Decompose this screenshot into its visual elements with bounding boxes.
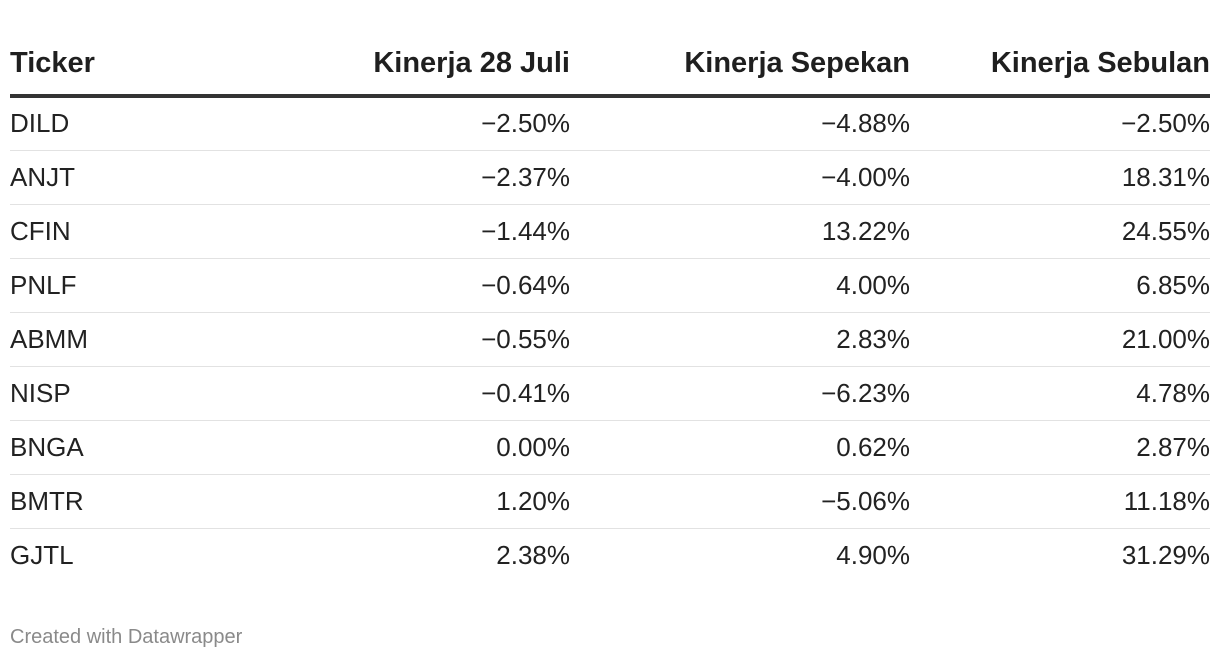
table-body: DILD −2.50% −4.88% −2.50% ANJT −2.37% −4.00% 18…	[10, 96, 1210, 582]
value-cell: −4.88%	[570, 96, 910, 151]
table-row: ABMM −0.55% 2.83% 21.00%	[10, 312, 1210, 367]
value-cell: 11.18%	[910, 474, 1210, 529]
table-row: ANJT −2.37% −4.00% 18.31%	[10, 150, 1210, 205]
table-row: CFIN −1.44% 13.22% 24.55%	[10, 204, 1210, 259]
value-cell: 0.62%	[570, 420, 910, 475]
performance-table: Ticker Kinerja 28 Juli Kinerja Sepekan Kine…	[10, 36, 1210, 582]
value-cell: −4.00%	[570, 150, 910, 205]
value-cell: −5.06%	[570, 474, 910, 529]
value-cell: 31.29%	[1121, 539, 1210, 570]
value-cell: 2.38%	[496, 539, 570, 570]
value-cell: −6.23%	[570, 366, 910, 421]
ticker-cell: BMTR	[10, 474, 230, 529]
ticker-cell: DILD	[10, 96, 230, 151]
value-cell: 21.00%	[910, 312, 1210, 367]
value-cell: 4.90%	[836, 539, 910, 570]
value-cell: 4.78%	[910, 366, 1210, 421]
footer-credit: Created with Datawrapper	[10, 626, 243, 648]
column-header: Kinerja 28 Juli	[230, 36, 570, 98]
ticker-cell: PNLF	[10, 258, 230, 313]
column-header: Kinerja Sepekan	[570, 36, 910, 98]
table-row: GJTL 2.38% 4.90% 31.29%	[10, 528, 1210, 582]
value-cell: −0.41%	[230, 366, 570, 421]
value-cell: −0.55%	[230, 312, 570, 367]
value-cell: −0.64%	[230, 258, 570, 313]
value-cell: 24.55%	[910, 204, 1210, 259]
value-cell: 2.87%	[910, 420, 1210, 475]
table-row: PNLF −0.64% 4.00% 6.85%	[10, 258, 1210, 313]
ticker-cell: GJTL	[10, 539, 74, 570]
value-cell: 2.83%	[570, 312, 910, 367]
value-cell: −2.37%	[230, 150, 570, 205]
ticker-cell: CFIN	[10, 204, 230, 259]
column-header: Kinerja Sebulan	[910, 36, 1210, 98]
value-cell: 0.00%	[230, 420, 570, 475]
data-table-container: Ticker Kinerja 28 Juli Kinerja Sepekan Kine…	[10, 36, 1210, 582]
ticker-cell: BNGA	[10, 420, 230, 475]
value-cell: 1.20%	[230, 474, 570, 529]
ticker-cell: ABMM	[10, 312, 230, 367]
table-row: BMTR 1.20% −5.06% 11.18%	[10, 474, 1210, 529]
value-cell: −2.50%	[910, 96, 1210, 151]
value-cell: 18.31%	[910, 150, 1210, 205]
table-row: DILD −2.50% −4.88% −2.50%	[10, 96, 1210, 151]
table-row: NISP −0.41% −6.23% 4.78%	[10, 366, 1210, 421]
header-row: Ticker Kinerja 28 Juli Kinerja Sepekan Kine…	[10, 36, 1210, 98]
value-cell: −2.50%	[230, 96, 570, 151]
value-cell: 13.22%	[570, 204, 910, 259]
ticker-cell: ANJT	[10, 150, 230, 205]
value-cell: 4.00%	[570, 258, 910, 313]
value-cell: 6.85%	[910, 258, 1210, 313]
ticker-cell: NISP	[10, 366, 230, 421]
table-header: Ticker Kinerja 28 Juli Kinerja Sepekan Kine…	[10, 36, 1210, 98]
value-cell: −1.44%	[230, 204, 570, 259]
table-row: BNGA 0.00% 0.62% 2.87%	[10, 420, 1210, 475]
column-header: Ticker	[10, 36, 230, 98]
